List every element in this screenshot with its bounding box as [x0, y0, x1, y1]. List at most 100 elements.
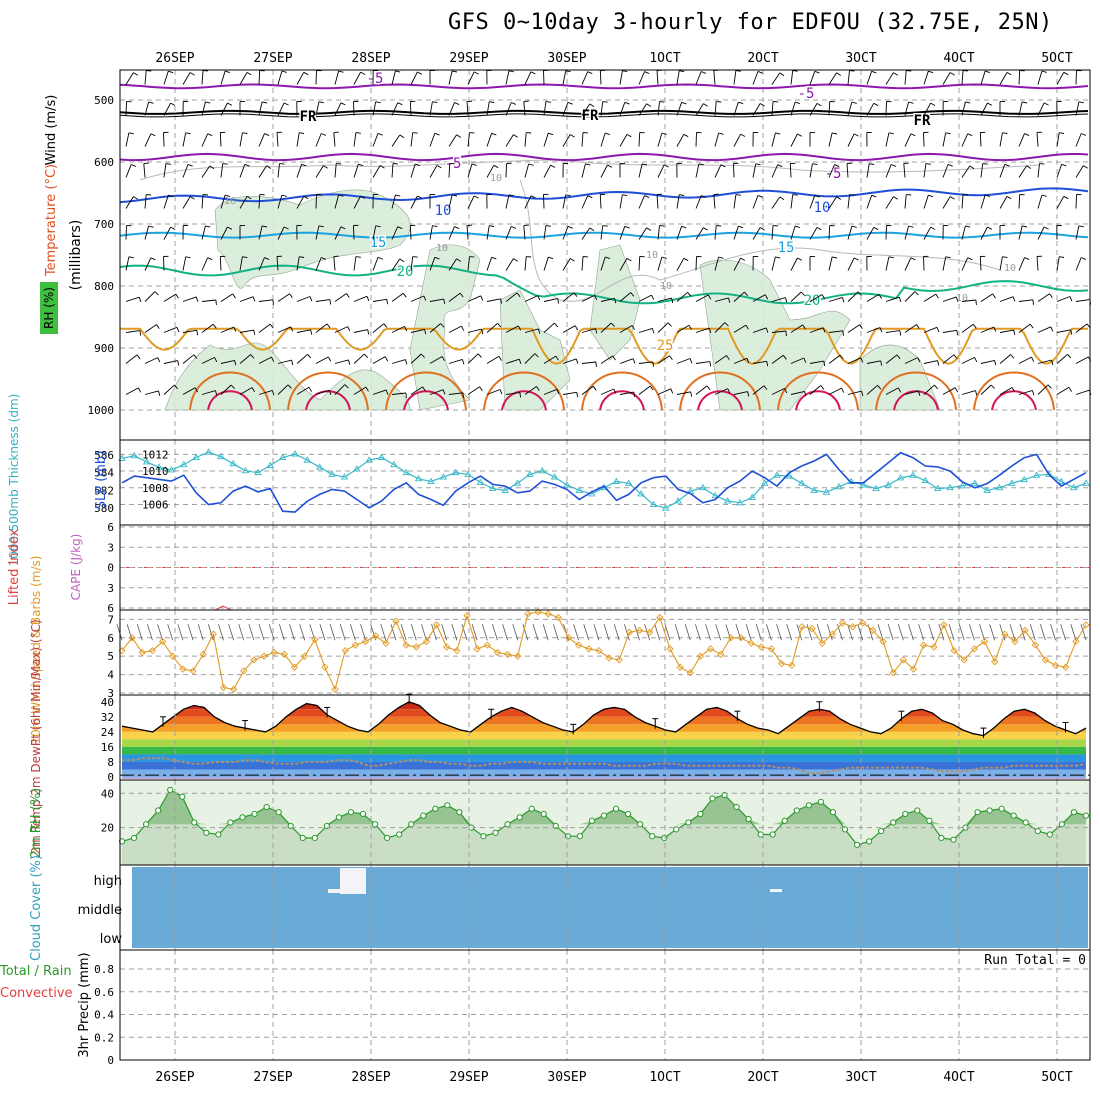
wind-barb-feather [545, 101, 551, 103]
rh-point [396, 831, 403, 838]
wind-barb-feather [397, 226, 403, 230]
wind-barb [847, 324, 860, 333]
thickness-marker [835, 482, 843, 490]
wind-barb-feather [309, 296, 313, 302]
wind-barb [771, 164, 779, 178]
wind-barb-feather [395, 194, 401, 197]
wind-barb-feather [947, 163, 953, 167]
wind-barb [1075, 133, 1082, 147]
wind-barb-feather [689, 358, 693, 364]
wind10m-marker [372, 632, 380, 640]
wind-barb [923, 226, 931, 240]
wind-barb [277, 359, 292, 364]
wind-barb-feather [785, 330, 787, 337]
wind-barb-feather [246, 72, 252, 76]
wind-barb [1075, 194, 1077, 209]
date-label-top: 4OCT [943, 51, 974, 66]
wind-barb [885, 196, 894, 209]
barb-10m [552, 624, 559, 641]
date-label-bottom: 27SEP [253, 1070, 292, 1085]
wind-barb [486, 257, 493, 271]
rh-shade-1 [164, 342, 411, 411]
wind-barb-feather [720, 164, 726, 168]
wind10m-line [121, 611, 1087, 691]
wind-barb [828, 72, 837, 85]
wind-barb [201, 323, 214, 333]
wind-barb [486, 225, 490, 240]
wind-barb-feather [454, 226, 460, 230]
wind-barb-feather [412, 132, 418, 134]
wind-barb [391, 70, 396, 85]
rh-point [793, 807, 800, 814]
wind-barb [942, 354, 955, 364]
wind-barb [942, 329, 957, 333]
wind-barb [676, 70, 680, 85]
wind-barb [733, 324, 747, 333]
wind-barb-feather [513, 258, 518, 262]
wind-barb [1036, 256, 1039, 271]
wind-barb-feather [610, 322, 615, 327]
wind10m-marker [920, 641, 928, 649]
barb-10m [695, 624, 701, 641]
wind-barb [771, 196, 781, 209]
wind-barb [885, 296, 900, 302]
wind-barb-feather [744, 291, 749, 297]
wind-barb-feather [669, 355, 673, 361]
slp-tick: 1012 [142, 448, 169, 461]
barb-10m [715, 624, 722, 641]
wind-barb-feather [880, 360, 883, 366]
wind-barb-feather [1002, 256, 1008, 259]
wind-barb [505, 292, 518, 302]
wind-barb-feather [595, 328, 598, 334]
wind-barb [543, 133, 549, 147]
wind-barb [904, 70, 907, 85]
rh-contour-label: 10 [956, 293, 968, 304]
wind-barb [923, 71, 929, 85]
wind10m-marker [1031, 641, 1039, 649]
wind-barb-feather [516, 292, 521, 298]
wind-barb-feather [853, 257, 859, 261]
wind-barb-feather [706, 385, 711, 391]
wind-barb-feather [984, 194, 991, 198]
wind-barb-feather [185, 256, 191, 259]
wind-barb-feather [949, 72, 955, 76]
wind-barb-feather [242, 256, 248, 259]
wind-barb [429, 323, 441, 333]
wind-barb-feather [442, 389, 446, 395]
wind-barb [961, 101, 966, 116]
wind-barb [296, 329, 311, 333]
wind-barb-feather [523, 224, 529, 227]
rh-point [1058, 821, 1066, 828]
wind-barb [942, 196, 951, 209]
loop-outer [679, 371, 761, 411]
wind-barb [789, 163, 792, 178]
rh-contour-label: 10 [224, 196, 236, 207]
wind-tick: 7 [107, 613, 114, 626]
thickness-marker [995, 483, 1004, 491]
loop-inner [207, 390, 253, 411]
wind-barb-feather [194, 387, 199, 393]
wind-barb [828, 132, 833, 147]
wind-barb-feather [688, 325, 692, 330]
rh-point [866, 838, 873, 845]
loop-outer [189, 371, 271, 411]
wind-barb-feather [1022, 101, 1028, 104]
wind-barb [733, 70, 737, 85]
wind10m-marker [879, 637, 887, 646]
barb-10m [826, 624, 833, 641]
wind-barb [524, 71, 532, 85]
wind-barb-feather [555, 355, 559, 361]
wind-barb-feather [954, 387, 959, 393]
barb-10m [603, 624, 610, 641]
rh-point [215, 831, 222, 838]
wind-barb-feather [452, 194, 458, 197]
wind-barb-feather [434, 132, 440, 136]
wind-barb-feather [185, 132, 191, 135]
wind-barb [695, 163, 700, 178]
wind-barb [562, 70, 567, 85]
wind-barb-feather [1026, 165, 1032, 169]
wind-barb [885, 72, 894, 85]
wind-barb-feather [965, 225, 971, 228]
wind-barb [809, 227, 818, 240]
wind-barb [182, 196, 191, 209]
